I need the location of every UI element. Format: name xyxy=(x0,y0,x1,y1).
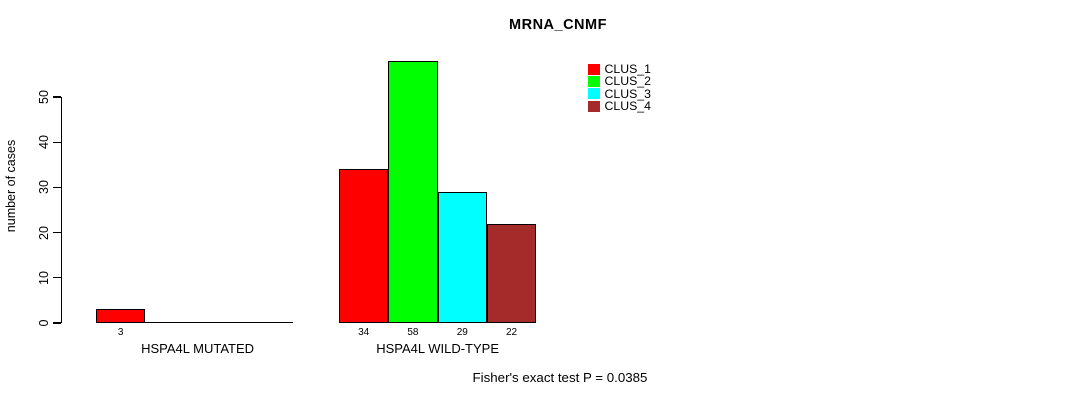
legend-swatch-clus_1 xyxy=(588,63,600,75)
chart-title: MRNA_CNMF xyxy=(509,17,607,33)
legend-label: CLUS_4 xyxy=(604,99,651,114)
bar-clus_3-wildtype xyxy=(437,191,487,323)
legend-item-clus_2: CLUS_2 xyxy=(588,74,651,89)
legend-swatch-clus_3 xyxy=(588,88,600,100)
legend-label: CLUS_2 xyxy=(604,74,651,89)
y-tick-mark xyxy=(53,231,61,234)
y-tick-mark xyxy=(53,277,61,279)
y-tick-mark xyxy=(53,322,61,324)
legend-swatch-clus_2 xyxy=(588,75,600,87)
bar-value-label: 3 xyxy=(117,326,124,338)
legend-item-clus_1: CLUS_1 xyxy=(588,63,651,75)
bar-value-label: 58 xyxy=(407,326,419,338)
legend-item-clus_3: CLUS_3 xyxy=(588,88,651,100)
y-tick-label: 40 xyxy=(37,135,51,150)
legend: CLUS_1 CLUS_2 CLUS_3 CLUS_4 xyxy=(588,63,651,112)
legend-item-clus_4: CLUS_4 xyxy=(588,100,651,112)
group-label-wildtype: HSPA4L WILD-TYPE xyxy=(376,341,499,356)
legend-label: CLUS_3 xyxy=(604,86,651,101)
y-tick-mark xyxy=(53,141,61,143)
y-tick-label: 20 xyxy=(37,225,51,240)
y-tick-mark xyxy=(53,96,61,98)
legend-label: CLUS_1 xyxy=(604,62,651,77)
y-tick-label: 50 xyxy=(37,90,51,104)
y-axis-label: number of cases xyxy=(4,139,18,233)
y-tick-label: 30 xyxy=(37,180,51,195)
fisher-test-annotation: Fisher's exact test P = 0.0385 xyxy=(472,370,648,385)
bar-clus_2-wildtype xyxy=(388,60,438,323)
bar-value-label: 29 xyxy=(456,326,468,338)
bar-value-label: 22 xyxy=(505,326,518,338)
y-axis-line xyxy=(60,97,62,323)
y-tick-label: 10 xyxy=(37,270,51,285)
legend-swatch-clus_4 xyxy=(588,100,600,112)
group-label-mutated: HSPA4L MUTATED xyxy=(141,341,255,356)
bar-clus_1-mutated xyxy=(96,309,146,323)
y-tick-mark xyxy=(53,186,61,189)
group-baseline xyxy=(96,321,294,323)
bar-clus_4-wildtype xyxy=(486,223,537,323)
y-tick-label: 0 xyxy=(37,319,51,327)
bar-value-label: 34 xyxy=(358,326,370,338)
bar-clus_1-wildtype xyxy=(339,169,389,323)
